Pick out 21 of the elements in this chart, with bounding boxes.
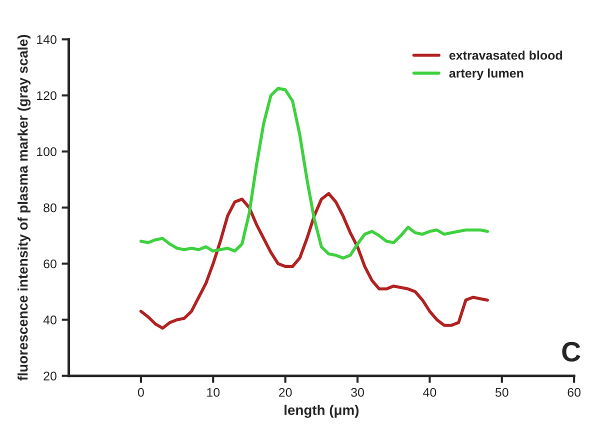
y-tick-label: 80 (44, 203, 56, 212)
line-series (139, 192, 489, 330)
legend-label: extravasated blood (449, 50, 562, 60)
x-tick-label: 50 (495, 388, 508, 397)
x-tick-label: 10 (207, 388, 220, 397)
legend-label: artery lumen (449, 68, 524, 80)
annotation: C (562, 342, 580, 362)
y-tick-label: 40 (43, 316, 56, 324)
y-tick-label: 60 (44, 259, 56, 268)
line-series (139, 86, 489, 260)
y-tick-label: 140 (37, 35, 56, 44)
x-tick-label: 40 (423, 388, 436, 397)
y-tick-label: 100 (37, 147, 56, 156)
x-axis-title: length (μm) (284, 404, 359, 418)
x-tick-label: 20 (279, 388, 292, 397)
x-tick-label: 60 (568, 388, 581, 397)
y-tick-label: 120 (37, 91, 56, 100)
x-tick-label: 30 (351, 388, 364, 397)
y-axis-title: fluorescence intensity of plasma marker (gray scale) (18, 34, 31, 381)
x-tick-label: 0 (138, 388, 144, 397)
y-tick-label: 20 (44, 372, 56, 380)
